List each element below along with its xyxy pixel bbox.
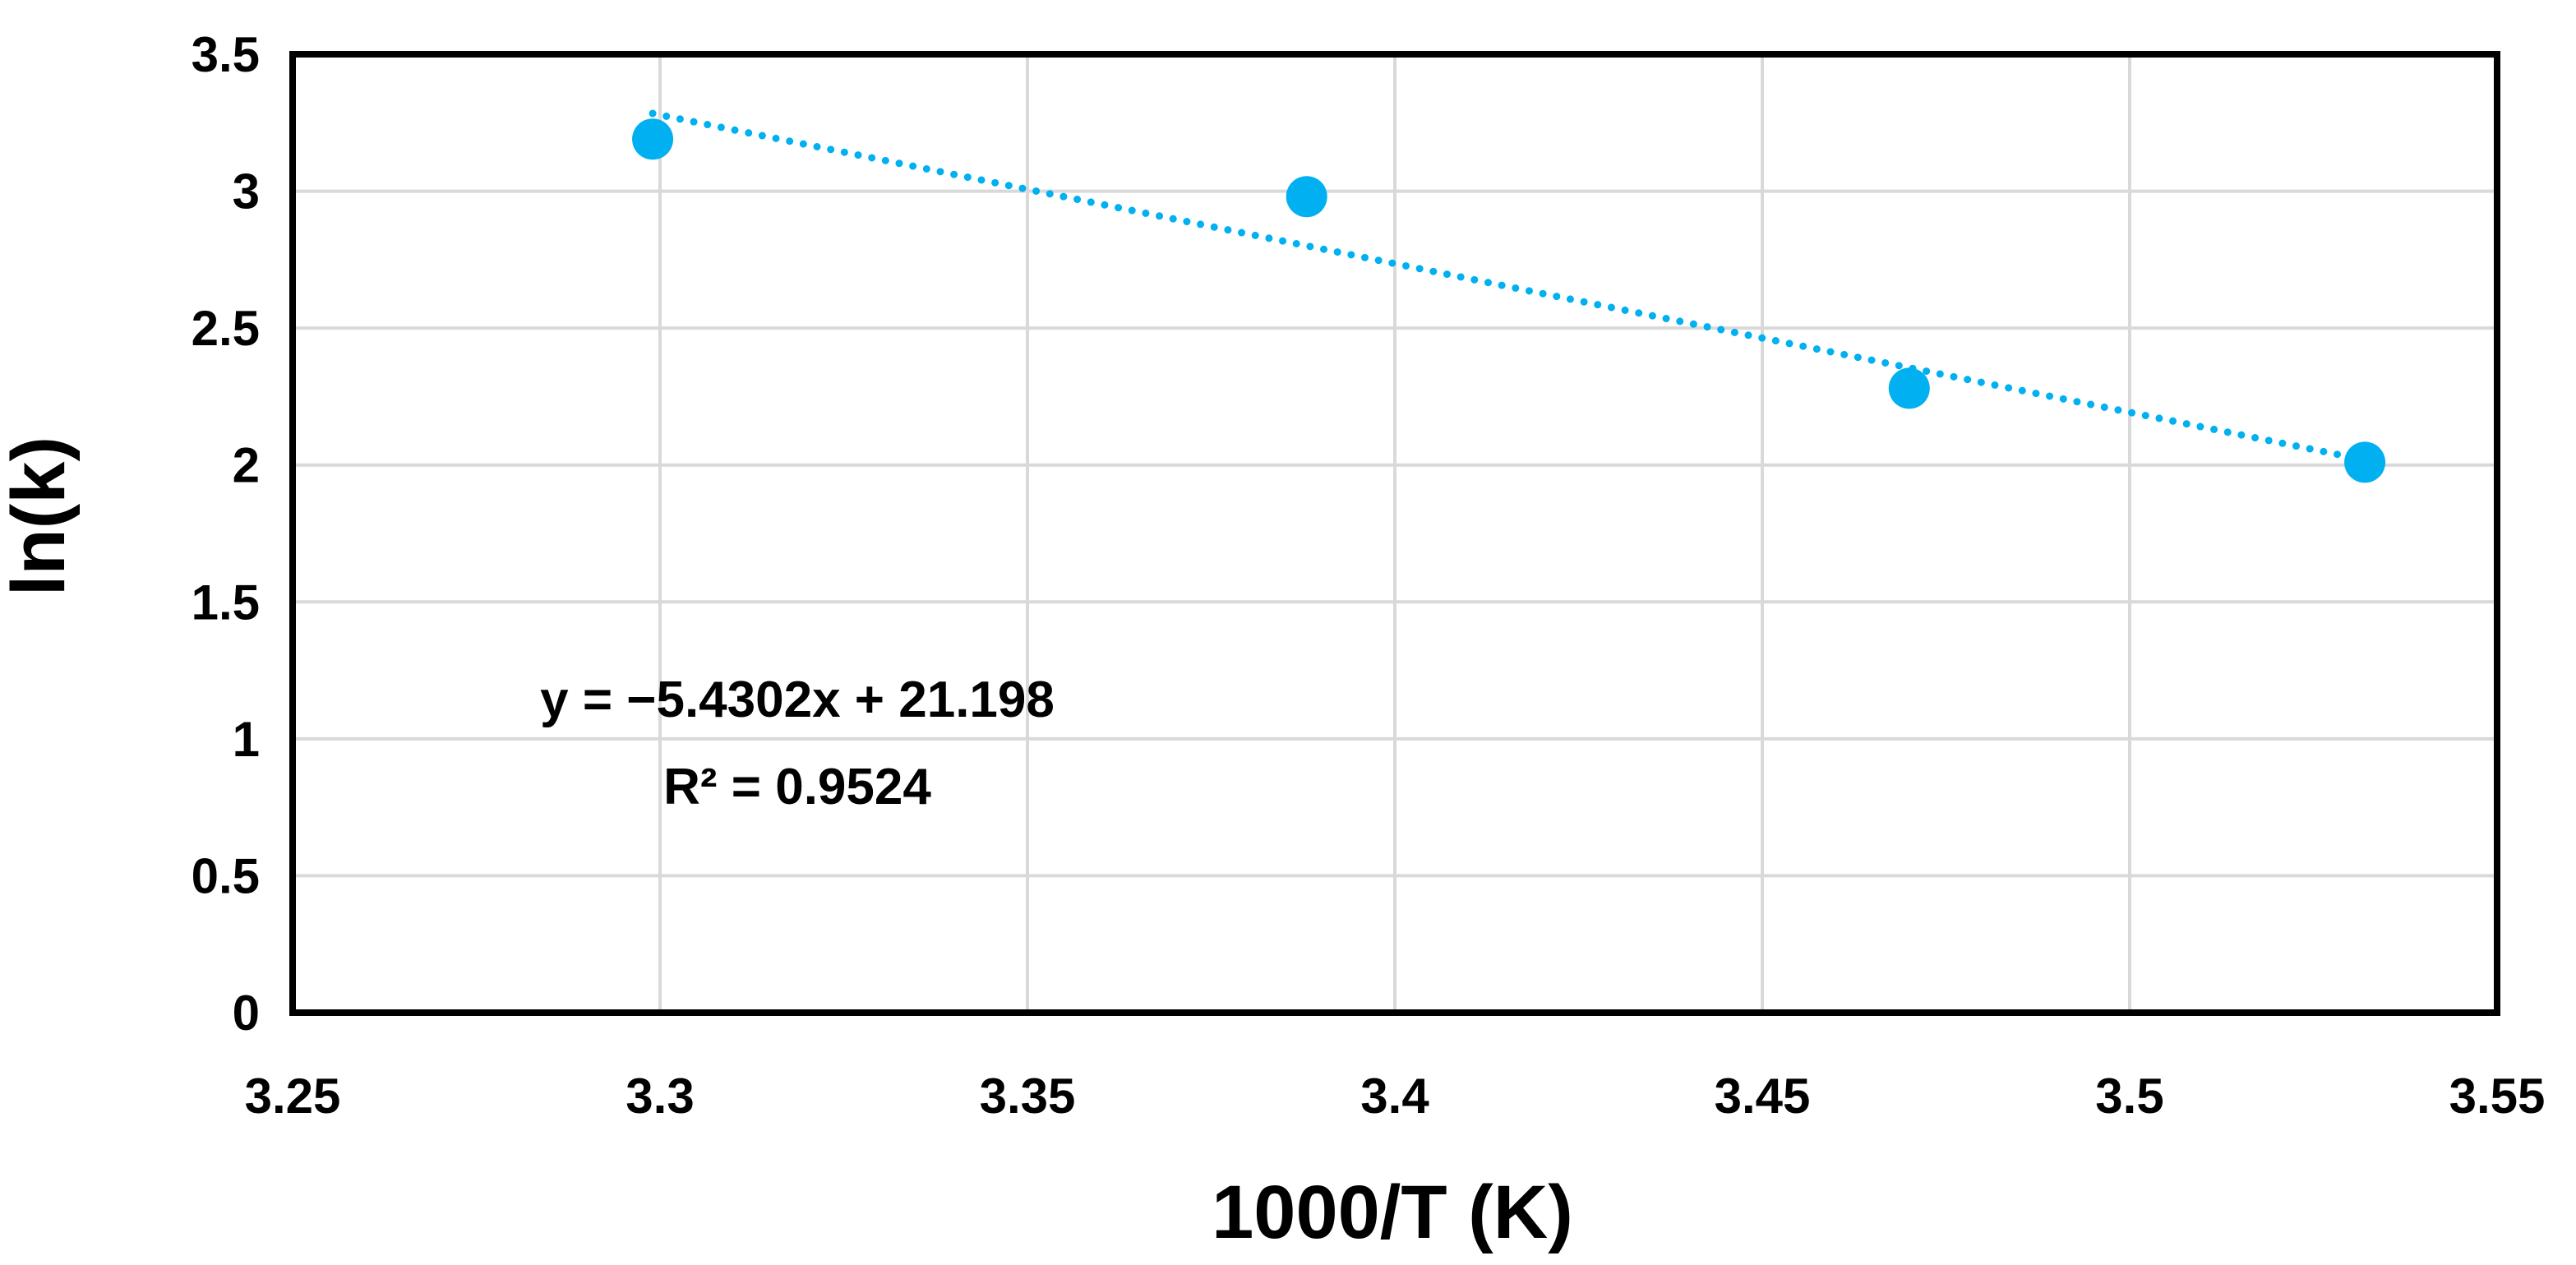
- x-tick-label: 3.25: [245, 1069, 341, 1124]
- y-tick-label: 2.5: [192, 301, 260, 356]
- y-axis-ticks: 0 0.5 1 1.5 2 2.5 3 3.5: [192, 27, 260, 1041]
- y-tick-label: 1: [233, 712, 260, 767]
- data-points: [632, 118, 2386, 483]
- data-point: [2344, 441, 2386, 483]
- x-tick-label: 3.55: [2449, 1069, 2546, 1124]
- trendline: [649, 109, 2369, 464]
- grid: [291, 53, 2499, 1014]
- x-tick-label: 3.35: [980, 1069, 1076, 1124]
- y-tick-label: 3.5: [192, 27, 260, 82]
- x-axis-title: 1000/T (K): [1212, 1170, 1573, 1254]
- y-tick-label: 3: [233, 164, 260, 219]
- y-tick-label: 2: [233, 438, 260, 493]
- trendline-layer: [649, 109, 2369, 464]
- x-tick-label: 3.5: [2095, 1069, 2163, 1124]
- y-axis-title: ln(k): [0, 436, 81, 596]
- data-point: [1286, 176, 1327, 218]
- trendline-r-squared: R² = 0.9524: [663, 759, 931, 815]
- data-point: [1888, 367, 1930, 409]
- x-tick-label: 3.3: [626, 1069, 694, 1124]
- x-axis-ticks: 3.25 3.3 3.35 3.4 3.45 3.5 3.55: [245, 1069, 2546, 1124]
- plot-area-frame: [289, 51, 2500, 1016]
- y-tick-label: 0: [233, 986, 260, 1041]
- trendline-equation: y = −5.4302x + 21.198: [540, 672, 1055, 728]
- x-tick-label: 3.45: [1715, 1069, 1811, 1124]
- y-tick-label: 0.5: [192, 848, 260, 903]
- y-tick-label: 1.5: [192, 575, 260, 630]
- x-tick-label: 3.4: [1360, 1069, 1429, 1124]
- data-point: [632, 118, 674, 160]
